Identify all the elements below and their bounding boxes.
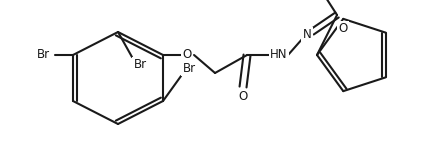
Text: Br: Br — [133, 58, 147, 71]
Text: O: O — [182, 49, 192, 61]
Text: HN: HN — [270, 49, 288, 61]
Text: O: O — [238, 90, 248, 103]
Text: O: O — [338, 22, 348, 35]
Text: Br: Br — [182, 61, 196, 75]
Text: Br: Br — [36, 49, 50, 61]
Text: N: N — [303, 29, 312, 41]
